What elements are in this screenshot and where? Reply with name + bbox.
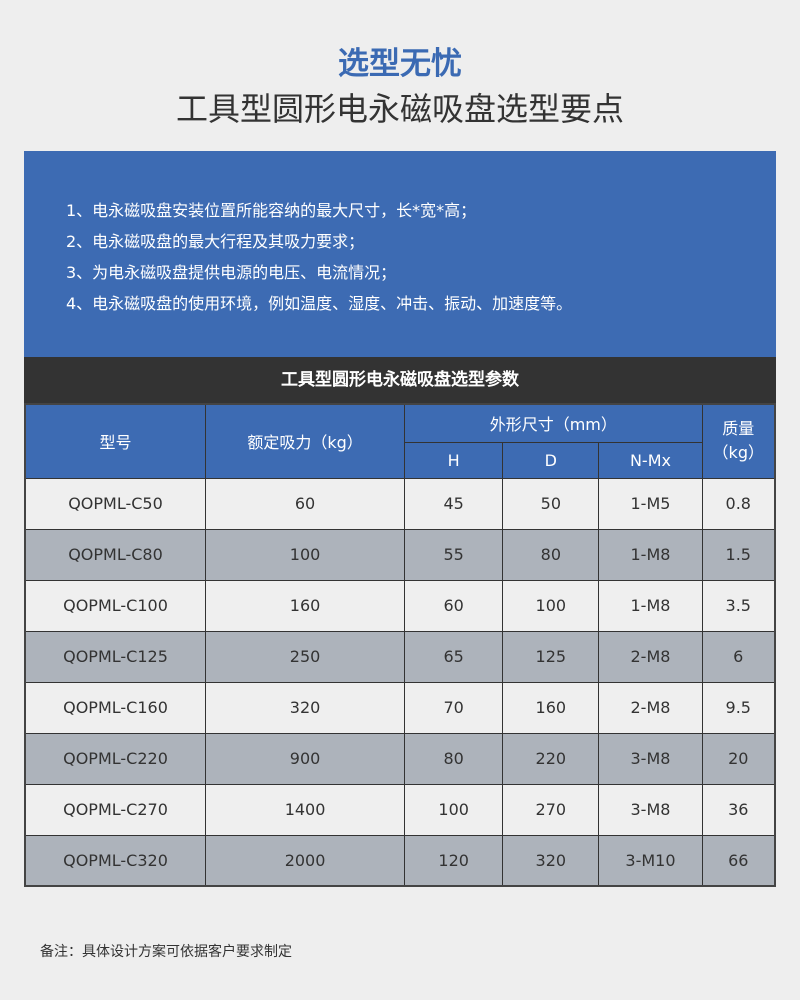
- page-subtitle: 工具型圆形电永磁吸盘选型要点: [175, 90, 624, 128]
- cell-d: 160: [502, 681, 600, 734]
- table-row: QOPML-C50 60 45 50 1-M5 0.8: [24, 477, 776, 530]
- cell-model: QOPML-C50: [24, 477, 206, 530]
- cell-model: QOPML-C100: [24, 579, 206, 632]
- cell-nmx: 2-M8: [598, 630, 703, 683]
- cell-h: 100: [404, 783, 504, 836]
- cell-force: 60: [204, 477, 406, 530]
- cell-mass: 6: [701, 630, 776, 683]
- cell-nmx: 3-M10: [598, 834, 703, 887]
- footnote: 备注：具体设计方案可依据客户要求制定: [40, 944, 292, 960]
- cell-d: 100: [502, 579, 600, 632]
- cell-mass: 3.5: [701, 579, 776, 632]
- header-d: D: [502, 441, 600, 479]
- cell-d: 270: [502, 783, 600, 836]
- header-nmx: N-Mx: [598, 441, 703, 479]
- cell-mass: 66: [701, 834, 776, 887]
- cell-h: 60: [404, 579, 504, 632]
- cell-model: QOPML-C80: [24, 528, 206, 581]
- cell-d: 320: [502, 834, 600, 887]
- cell-d: 50: [502, 477, 600, 530]
- cell-mass: 36: [701, 783, 776, 836]
- cell-force: 100: [204, 528, 406, 581]
- cell-model: QOPML-C125: [24, 630, 206, 683]
- cell-model: QOPML-C320: [24, 834, 206, 887]
- selection-points-box: 1、电永磁吸盘安装位置所能容纳的最大尺寸，长*宽*高； 2、电永磁吸盘的最大行程…: [24, 151, 776, 357]
- cell-force: 1400: [204, 783, 406, 836]
- cell-mass: 20: [701, 732, 776, 785]
- cell-nmx: 3-M8: [598, 783, 703, 836]
- point-item: 2、电永磁吸盘的最大行程及其吸力要求；: [66, 232, 365, 251]
- cell-d: 80: [502, 528, 600, 581]
- cell-nmx: 1-M8: [598, 579, 703, 632]
- cell-d: 125: [502, 630, 600, 683]
- cell-mass: 1.5: [701, 528, 776, 581]
- point-item: 4、电永磁吸盘的使用环境，例如温度、湿度、冲击、振动、加速度等。: [66, 294, 573, 313]
- cell-mass: 0.8: [701, 477, 776, 530]
- header-h: H: [404, 441, 504, 479]
- cell-nmx: 2-M8: [598, 681, 703, 734]
- table-row: QOPML-C125 250 65 125 2-M8 6: [24, 630, 776, 683]
- cell-h: 55: [404, 528, 504, 581]
- header-dims: 外形尺寸（mm）: [404, 403, 703, 443]
- cell-d: 220: [502, 732, 600, 785]
- table-row: QOPML-C160 320 70 160 2-M8 9.5: [24, 681, 776, 734]
- cell-h: 80: [404, 732, 504, 785]
- cell-h: 120: [404, 834, 504, 887]
- cell-nmx: 1-M5: [598, 477, 703, 530]
- cell-force: 250: [204, 630, 406, 683]
- cell-h: 45: [404, 477, 504, 530]
- header-mass: 质量（kg）: [701, 403, 776, 479]
- table-row: QOPML-C100 160 60 100 1-M8 3.5: [24, 579, 776, 632]
- cell-nmx: 1-M8: [598, 528, 703, 581]
- page-title: 选型无忧: [338, 46, 462, 82]
- table-row: QOPML-C320 2000 120 320 3-M10 66: [24, 834, 776, 887]
- cell-h: 65: [404, 630, 504, 683]
- table-row: QOPML-C220 900 80 220 3-M8 20: [24, 732, 776, 785]
- cell-force: 2000: [204, 834, 406, 887]
- point-item: 1、电永磁吸盘安装位置所能容纳的最大尺寸，长*宽*高；: [66, 201, 477, 220]
- params-table: 型号 额定吸力（kg） 外形尺寸（mm） 质量（kg） H D N-Mx QOP…: [24, 403, 776, 887]
- cell-nmx: 3-M8: [598, 732, 703, 785]
- table-row: QOPML-C270 1400 100 270 3-M8 36: [24, 783, 776, 836]
- table-title: 工具型圆形电永磁吸盘选型参数: [24, 357, 776, 403]
- cell-model: QOPML-C270: [24, 783, 206, 836]
- cell-model: QOPML-C160: [24, 681, 206, 734]
- cell-force: 900: [204, 732, 406, 785]
- cell-force: 320: [204, 681, 406, 734]
- cell-force: 160: [204, 579, 406, 632]
- table-row: QOPML-C80 100 55 80 1-M8 1.5: [24, 528, 776, 581]
- point-item: 3、为电永磁吸盘提供电源的电压、电流情况；: [66, 263, 397, 282]
- header-model: 型号: [24, 403, 206, 479]
- cell-h: 70: [404, 681, 504, 734]
- header-force: 额定吸力（kg）: [204, 403, 406, 479]
- cell-model: QOPML-C220: [24, 732, 206, 785]
- cell-mass: 9.5: [701, 681, 776, 734]
